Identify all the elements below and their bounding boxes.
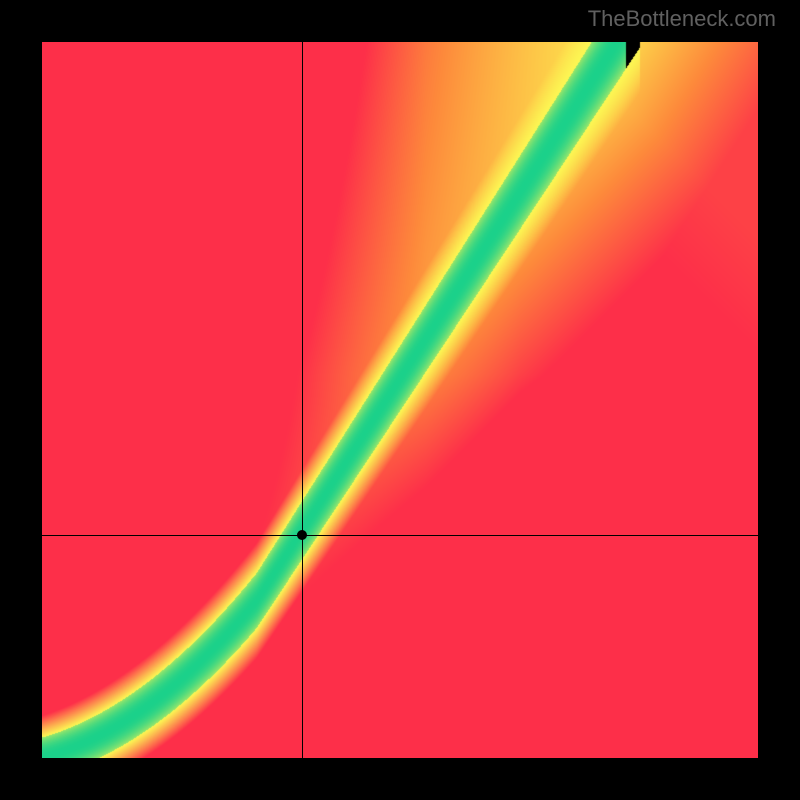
crosshair-horizontal [42, 535, 758, 536]
crosshair-marker [297, 530, 307, 540]
crosshair-vertical [302, 42, 303, 758]
heatmap-canvas [42, 42, 758, 758]
watermark-text: TheBottleneck.com [588, 6, 776, 32]
heatmap-plot [42, 42, 758, 758]
